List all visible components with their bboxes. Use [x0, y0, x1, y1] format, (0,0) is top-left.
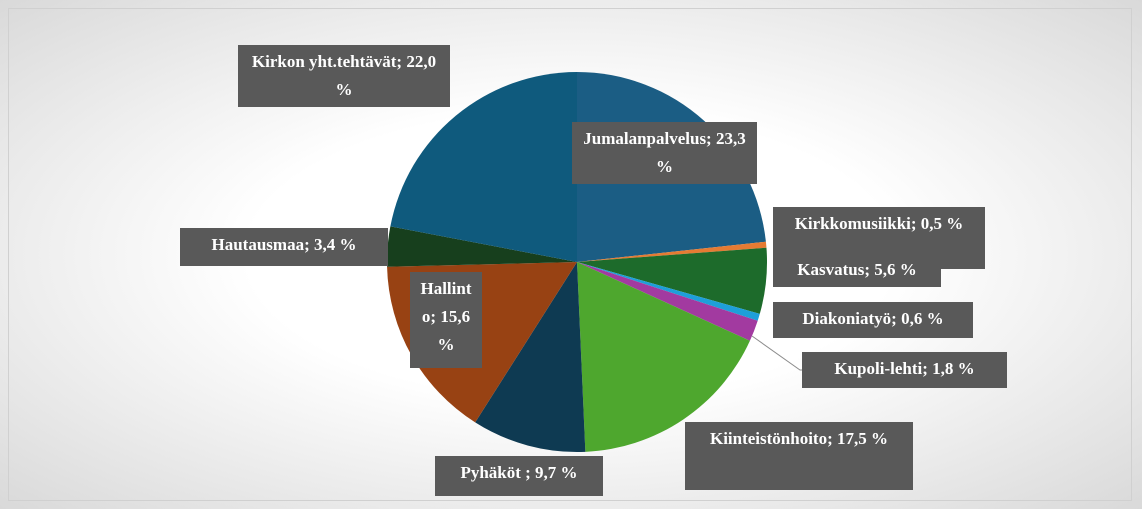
data-label: Diakoniatyö; 0,6 % [773, 302, 973, 338]
pie-slice [577, 247, 768, 314]
pie-slice [577, 262, 750, 452]
data-label: Hautausmaa; 3,4 % [180, 228, 388, 266]
data-label: Kupoli-lehti; 1,8 % [802, 352, 1007, 388]
pie-slice [577, 241, 767, 262]
chart-frame [8, 8, 1132, 501]
pie-slice [387, 226, 577, 267]
pie-slice [577, 262, 760, 321]
leader-line [751, 335, 804, 371]
data-label: Jumalanpalvelus; 23,3 % [572, 122, 757, 184]
data-label: Kasvatus; 5,6 % [773, 253, 941, 287]
pie-slice [390, 72, 577, 262]
pie-slice [577, 262, 758, 341]
data-label: Pyhäköt ; 9,7 % [435, 456, 603, 496]
data-label: Kiinteistönhoito; 17,5 % [685, 422, 913, 490]
data-label: Hallinto; 15,6 % [410, 272, 482, 368]
data-label: Kirkon yht.tehtävät; 22,0 % [238, 45, 450, 107]
pie-slice [475, 262, 586, 452]
